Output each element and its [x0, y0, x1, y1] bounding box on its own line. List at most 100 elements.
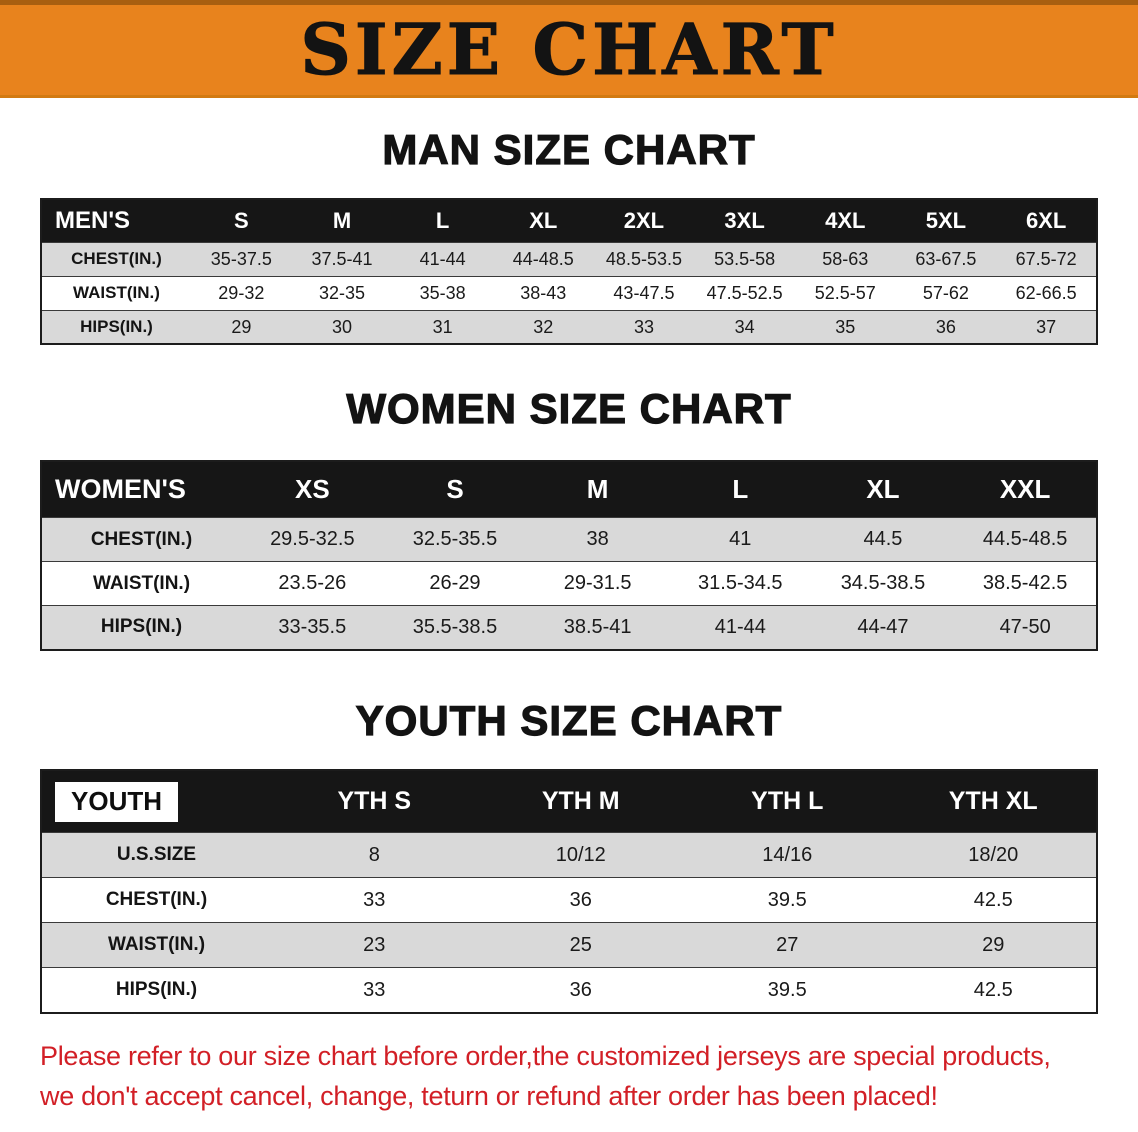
men-size-table: MEN'S S M L XL 2XL 3XL 4XL 5XL 6XL CHEST(IN.) 35-37… — [40, 198, 1098, 346]
header-label: XL — [866, 473, 900, 504]
value-cell: 33 — [363, 978, 386, 1001]
header-label: S — [446, 473, 464, 504]
value-cell: 32.5-35.5 — [412, 528, 498, 551]
value-cell: 18/20 — [968, 843, 1019, 866]
value-cell: 36 — [935, 316, 956, 337]
header-label: 5XL — [925, 208, 967, 234]
table-title-cell: WOMEN'S — [41, 460, 241, 518]
value-cell: 39.5 — [767, 978, 807, 1001]
value-cell: 58-63 — [822, 248, 869, 269]
women-size-table: WOMEN'S XS S M L XL XXL CHEST(IN.) 29.5-32.5 32.5… — [40, 459, 1098, 651]
value-cell: 63-67.5 — [915, 248, 977, 269]
row-label-cell: CHEST(IN.) — [90, 528, 193, 550]
size-header-cell: YTH XL — [890, 769, 1097, 833]
value-cell: 36 — [569, 978, 592, 1001]
value-cell: 38-43 — [520, 282, 567, 303]
table-title-cell: YOUTH — [41, 769, 271, 833]
value-cell: 47-50 — [999, 615, 1051, 638]
row-label-cell: HIPS(IN.) — [80, 317, 153, 337]
value-cell: 35 — [835, 316, 856, 337]
size-header-cell: L — [392, 199, 493, 243]
value-cell: 25 — [569, 933, 592, 956]
value-cell: 33-35.5 — [278, 615, 347, 638]
header-label: L — [732, 473, 749, 504]
value-cell: 31 — [432, 316, 453, 337]
header-label: YTH S — [337, 787, 412, 816]
footer-note-line-2: we don't accept cancel, change, teturn o… — [40, 1081, 938, 1112]
value-cell: 29-32 — [218, 282, 265, 303]
table-row: WAIST(IN.) 23 25 27 29 — [41, 922, 1097, 968]
header-label: MEN'S — [55, 207, 131, 235]
header-label: XL — [529, 208, 558, 234]
row-label-cell: HIPS(IN.) — [100, 616, 183, 638]
table-row: HIPS(IN.) 33-35.5 35.5-38.5 38.5-41 41-44 44-… — [41, 605, 1097, 650]
header-label: YTH M — [541, 787, 620, 816]
header-label: M — [332, 208, 352, 234]
value-cell: 31.5-34.5 — [698, 572, 783, 595]
women-section-heading: WOMEN SIZE CHART — [346, 385, 792, 433]
value-cell: 67.5-72 — [1015, 248, 1077, 269]
size-chart-banner: SIZE CHART — [0, 0, 1138, 98]
size-header-cell: 5XL — [895, 199, 997, 243]
value-cell: 41-44 — [419, 248, 466, 269]
header-label: 4XL — [825, 208, 866, 234]
header-label: M — [586, 473, 609, 504]
header-label: L — [435, 208, 450, 234]
value-cell: 37 — [1036, 316, 1057, 337]
size-header-cell: 2XL — [593, 199, 695, 243]
header-label: WOMEN'S — [55, 473, 186, 504]
row-label-cell: CHEST(IN.) — [105, 889, 208, 911]
header-label: S — [233, 208, 249, 234]
size-header-cell: YTH L — [684, 769, 891, 833]
value-cell: 34.5-38.5 — [840, 572, 926, 595]
value-cell: 35.5-38.5 — [412, 615, 498, 638]
header-label: XS — [294, 473, 330, 504]
value-cell: 42.5 — [973, 978, 1013, 1001]
size-header-cell: M — [291, 199, 393, 243]
size-header-cell: YTH M — [477, 769, 684, 833]
value-cell: 10/12 — [555, 843, 606, 866]
value-cell: 29 — [982, 933, 1005, 956]
header-row: MEN'S S M L XL 2XL 3XL 4XL 5XL 6XL — [41, 199, 1097, 243]
header-label: 6XL — [1025, 208, 1067, 234]
value-cell: 35-37.5 — [210, 248, 272, 269]
size-header-cell: S — [383, 460, 527, 518]
header-row: YOUTH YTH S YTH M YTH L YTH XL — [41, 769, 1097, 833]
value-cell: 33 — [363, 888, 386, 911]
man-section-heading: MAN SIZE CHART — [382, 125, 756, 173]
value-cell: 48.5-53.5 — [605, 248, 682, 269]
row-label-cell: U.S.SIZE — [116, 844, 197, 866]
row-label-cell: HIPS(IN.) — [115, 979, 198, 1001]
value-cell: 29.5-32.5 — [270, 528, 355, 551]
value-cell: 34 — [734, 316, 755, 337]
value-cell: 41-44 — [714, 615, 766, 638]
header-label: YTH L — [751, 787, 824, 816]
youth-size-table: YOUTH YTH S YTH M YTH L YTH XL U.S.SIZE 8 10/12… — [40, 768, 1098, 1014]
header-label: XXL — [999, 473, 1051, 504]
row-label-cell: WAIST(IN.) — [92, 572, 191, 594]
value-cell: 47.5-52.5 — [706, 282, 783, 303]
size-header-cell: 6XL — [996, 199, 1097, 243]
header-label: 3XL — [724, 208, 765, 234]
value-cell: 44-48.5 — [512, 248, 574, 269]
youth-section-heading: YOUTH SIZE CHART — [355, 696, 783, 744]
table-row: CHEST(IN.) 29.5-32.5 32.5-35.5 38 41 44.5 44.5… — [41, 517, 1097, 562]
table-row: WAIST(IN.) 29-32 32-35 35-38 38-43 43-47.5 47.… — [41, 276, 1097, 311]
value-cell: 38.5-41 — [563, 615, 632, 638]
value-cell: 8 — [368, 843, 380, 866]
value-cell: 62-66.5 — [1015, 282, 1077, 303]
value-cell: 43-47.5 — [613, 282, 675, 303]
value-cell: 38.5-42.5 — [982, 572, 1068, 595]
header-label: 2XL — [623, 208, 665, 234]
value-cell: 29-31.5 — [563, 572, 632, 595]
value-cell: 53.5-58 — [714, 248, 776, 269]
table-row: WAIST(IN.) 23.5-26 26-29 29-31.5 31.5-34.5 34… — [41, 561, 1097, 606]
size-header-cell: L — [668, 460, 812, 518]
value-cell: 37.5-41 — [311, 248, 373, 269]
header-label: YTH XL — [948, 787, 1038, 816]
table-title-cell: MEN'S — [41, 199, 191, 243]
value-cell: 32 — [533, 316, 554, 337]
size-header-cell: XL — [492, 199, 594, 243]
size-header-cell: YTH S — [271, 769, 478, 833]
footer-note: Please refer to our size chart before or… — [40, 1036, 1098, 1117]
